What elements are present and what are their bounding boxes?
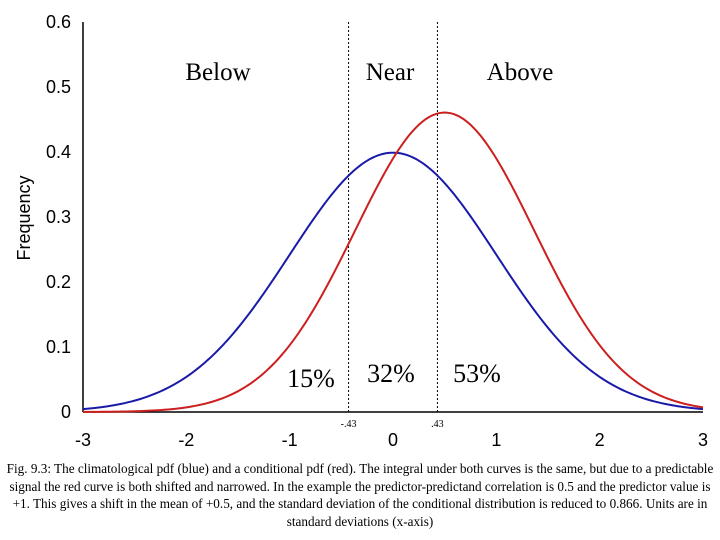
percent-below: 15%: [287, 364, 335, 393]
percent-near: 32%: [367, 359, 415, 388]
conditional-pdf-curve: [82, 111, 704, 413]
y-tick-label: 0.5: [46, 77, 71, 97]
y-tick-labels: 0 0.1 0.2 0.3 0.4 0.5 0.6: [46, 12, 71, 422]
threshold-label-upper: .43: [431, 419, 444, 430]
x-tick-label: 3: [698, 430, 708, 450]
y-tick-label: 0.4: [46, 142, 71, 162]
y-tick-label: 0: [61, 402, 71, 422]
percent-above: 53%: [453, 359, 501, 388]
figure-caption: Fig. 9.3: The climatological pdf (blue) …: [6, 461, 714, 529]
climatological-pdf-curve: [82, 151, 704, 411]
y-tick-label: 0.2: [46, 272, 71, 292]
x-tick-label: 2: [595, 430, 605, 450]
x-tick-label: -3: [75, 430, 91, 450]
pdf-chart: 0 0.1 0.2 0.3 0.4 0.5 0.6 -3 -2 -1 0 1 2 3 Frequency…: [14, 12, 708, 460]
x-axis-label: Z: [386, 456, 402, 460]
y-tick-label: 0.1: [46, 337, 71, 357]
x-tick-label: 0: [388, 430, 398, 450]
region-label-above: Above: [487, 59, 554, 86]
x-tick-labels: -3 -2 -1 0 1 2 3: [75, 430, 708, 450]
y-tick-label: 0.6: [46, 12, 71, 32]
x-tick-label: 1: [491, 430, 501, 450]
x-tick-label: -1: [282, 430, 298, 450]
region-label-below: Below: [185, 59, 250, 86]
x-tick-label: -2: [178, 430, 194, 450]
y-axis-label: Frequency: [14, 175, 34, 260]
y-tick-label: 0.3: [46, 207, 71, 227]
region-label-near: Near: [366, 59, 415, 86]
threshold-label-lower: -.43: [341, 419, 357, 430]
